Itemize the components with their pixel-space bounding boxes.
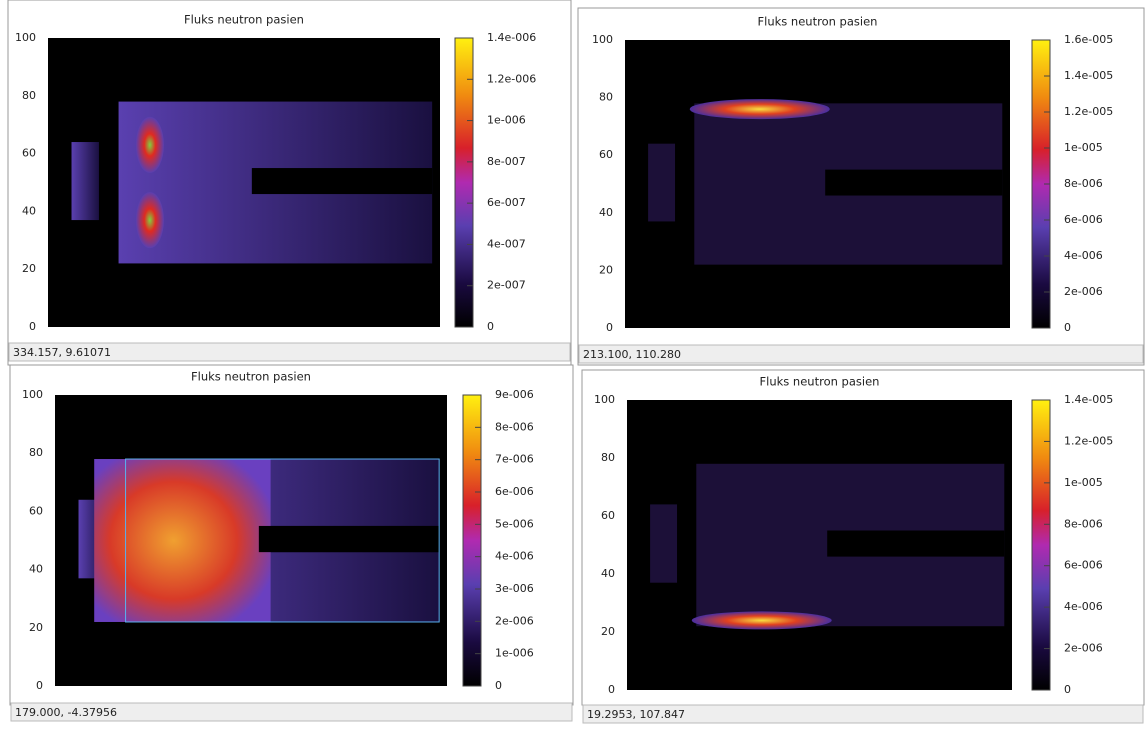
y-tick-label: 60 <box>599 148 613 161</box>
phantom-slot <box>259 526 439 552</box>
colorbar <box>463 395 481 686</box>
colorbar-tick-label: 4e-007 <box>487 237 526 250</box>
colorbar-tick-label: 1e-006 <box>487 114 526 127</box>
colorbar-tick-label: 5e-006 <box>495 517 534 530</box>
colorbar-tick-label: 6e-006 <box>495 485 534 498</box>
status-text: 334.157, 9.61071 <box>13 346 111 359</box>
status-text: 179.000, -4.37956 <box>15 706 117 719</box>
y-tick-label: 40 <box>599 206 613 219</box>
panel-title: Fluks neutron pasien <box>184 13 304 27</box>
y-tick-label: 0 <box>608 683 615 696</box>
phantom-slot <box>252 168 432 194</box>
colorbar-tick-label: 1.6e-005 <box>1064 33 1113 46</box>
colorbar-tick-label: 1.4e-006 <box>487 31 536 44</box>
y-tick-label: 0 <box>606 321 613 334</box>
y-tick-label: 100 <box>594 393 615 406</box>
phantom-slot <box>827 531 1004 557</box>
colorbar-tick-label: 1e-006 <box>495 647 534 660</box>
phantom-nub <box>648 144 675 222</box>
hotspot <box>136 192 164 248</box>
colorbar-tick-label: 6e-006 <box>1064 559 1103 572</box>
colorbar-tick-label: 8e-007 <box>487 155 526 168</box>
colorbar-tick-label: 1e-005 <box>1064 141 1103 154</box>
y-tick-label: 80 <box>29 446 43 459</box>
colorbar-tick-label: 2e-006 <box>1064 285 1103 298</box>
colorbar-tick-label: 1.4e-005 <box>1064 69 1113 82</box>
y-tick-label: 20 <box>29 621 43 634</box>
colorbar-tick-label: 2e-006 <box>495 614 534 627</box>
y-tick-label: 100 <box>15 31 36 44</box>
hotspot <box>692 611 832 629</box>
phantom-slot <box>825 170 1002 196</box>
colorbar <box>1032 400 1050 690</box>
y-tick-label: 100 <box>22 388 43 401</box>
panel-title: Fluks neutron pasien <box>191 370 311 384</box>
y-tick-label: 60 <box>601 509 615 522</box>
y-tick-label: 80 <box>601 451 615 464</box>
colorbar-tick-label: 8e-006 <box>1064 517 1103 530</box>
panel-title: Fluks neutron pasien <box>758 15 878 29</box>
colorbar-tick-label: 1.2e-006 <box>487 72 536 85</box>
colorbar-tick-label: 1.2e-005 <box>1064 434 1113 447</box>
colorbar-tick-label: 9e-006 <box>495 388 534 401</box>
phantom-nub <box>72 142 99 220</box>
y-tick-label: 20 <box>599 263 613 276</box>
y-tick-label: 100 <box>592 33 613 46</box>
y-tick-label: 0 <box>36 679 43 692</box>
colorbar-tick-label: 0 <box>1064 321 1071 334</box>
y-tick-label: 60 <box>29 504 43 517</box>
y-tick-label: 40 <box>22 204 36 217</box>
page: {"panels": [ {"title": "Fluks neutron pa… <box>0 0 1146 729</box>
y-tick-label: 20 <box>22 262 36 275</box>
y-tick-label: 40 <box>29 563 43 576</box>
colorbar-tick-label: 2e-007 <box>487 279 526 292</box>
colorbar-tick-label: 1.2e-005 <box>1064 105 1113 118</box>
colorbar-tick-label: 0 <box>1064 683 1071 696</box>
y-tick-label: 40 <box>601 567 615 580</box>
panel-title: Fluks neutron pasien <box>760 375 880 389</box>
y-tick-label: 80 <box>599 91 613 104</box>
y-tick-label: 20 <box>601 625 615 638</box>
y-tick-label: 0 <box>29 320 36 333</box>
colorbar-tick-label: 1.4e-005 <box>1064 393 1113 406</box>
colorbar-tick-label: 4e-006 <box>495 550 534 563</box>
colorbar-tick-label: 8e-006 <box>495 420 534 433</box>
phantom-nub <box>650 504 677 582</box>
colorbar-tick-label: 1e-005 <box>1064 476 1103 489</box>
colorbar-tick-label: 8e-006 <box>1064 177 1103 190</box>
status-text: 19.2953, 107.847 <box>587 708 685 721</box>
y-tick-label: 80 <box>22 89 36 102</box>
colorbar <box>455 38 473 327</box>
colorbar-tick-label: 4e-006 <box>1064 600 1103 613</box>
screenshot: Fluks neutron pasien 0 20 40 60 80 100 0 2e-007 4… <box>0 0 1146 729</box>
colorbar-tick-label: 0 <box>487 320 494 333</box>
colorbar-tick-label: 6e-006 <box>1064 213 1103 226</box>
colorbar-tick-label: 6e-007 <box>487 196 526 209</box>
hot-region <box>94 459 270 622</box>
colorbar-tick-label: 7e-006 <box>495 453 534 466</box>
hotspot <box>690 99 830 119</box>
colorbar-tick-label: 4e-006 <box>1064 249 1103 262</box>
colorbar-tick-label: 2e-006 <box>1064 642 1103 655</box>
status-text: 213.100, 110.280 <box>583 348 681 361</box>
hotspot <box>136 117 164 173</box>
colorbar-tick-label: 3e-006 <box>495 582 534 595</box>
colorbar-tick-label: 0 <box>495 679 502 692</box>
y-tick-label: 60 <box>22 147 36 160</box>
